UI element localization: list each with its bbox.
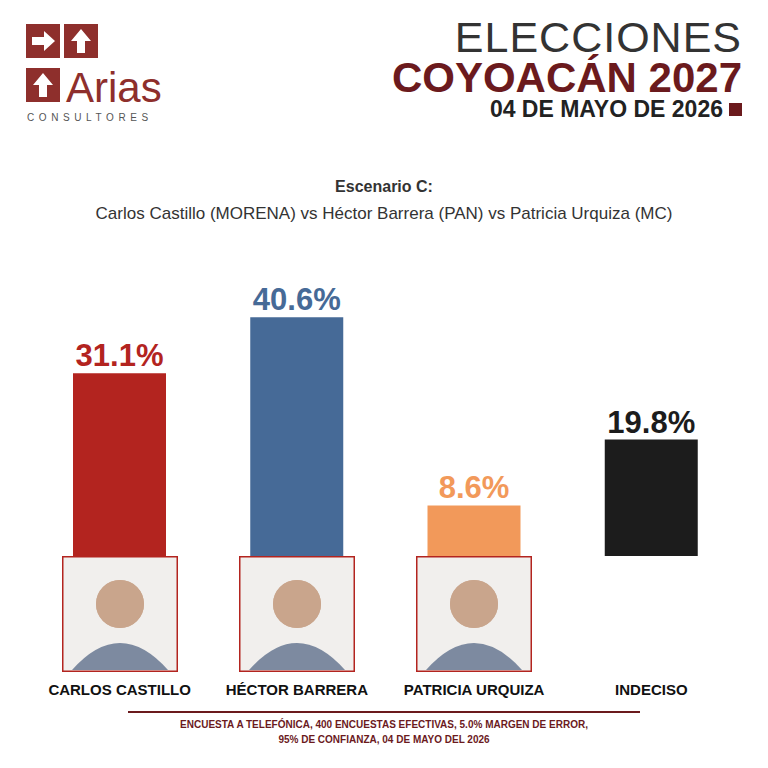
html-text:ENCUESTA A TELEFÓNICA, 400 ENC: ENCUESTA A TELEFÓNICA, 400 ENCUESTAS EFE… xyxy=(180,719,588,730)
svg-text:CONSULTORES: CONSULTORES xyxy=(27,112,153,123)
html-text:04 DE MAYO DE 2026: 04 DE MAYO DE 2026 xyxy=(489,96,723,122)
html-text:Escenario C:: Escenario C: xyxy=(335,178,433,195)
svg-text:40.6%: 40.6% xyxy=(253,282,341,317)
svg-text:31.1%: 31.1% xyxy=(76,338,164,373)
svg-text:8.6%: 8.6% xyxy=(439,470,510,505)
svg-text:Arias: Arias xyxy=(66,64,162,111)
html-text:ELECCIONES: ELECCIONES xyxy=(454,13,742,61)
html-text:Carlos Castillo (MORENA) vs Hé: Carlos Castillo (MORENA) vs Héctor Barre… xyxy=(95,204,673,223)
html-text:CARLOS CASTILLO: CARLOS CASTILLO xyxy=(48,681,191,698)
html-text:HÉCTOR BARRERA: HÉCTOR BARRERA xyxy=(225,681,368,698)
html-text:INDECISO: INDECISO xyxy=(615,681,688,698)
svg-text:19.8%: 19.8% xyxy=(607,405,695,440)
html-text:PATRICIA URQUIZA: PATRICIA URQUIZA xyxy=(403,681,545,698)
html-text:COYOACÁN 2027: COYOACÁN 2027 xyxy=(391,54,742,101)
html-text:95% DE CONFIANZA, 04 DE MAYO D: 95% DE CONFIANZA, 04 DE MAYO DEL 2026 xyxy=(278,734,490,745)
